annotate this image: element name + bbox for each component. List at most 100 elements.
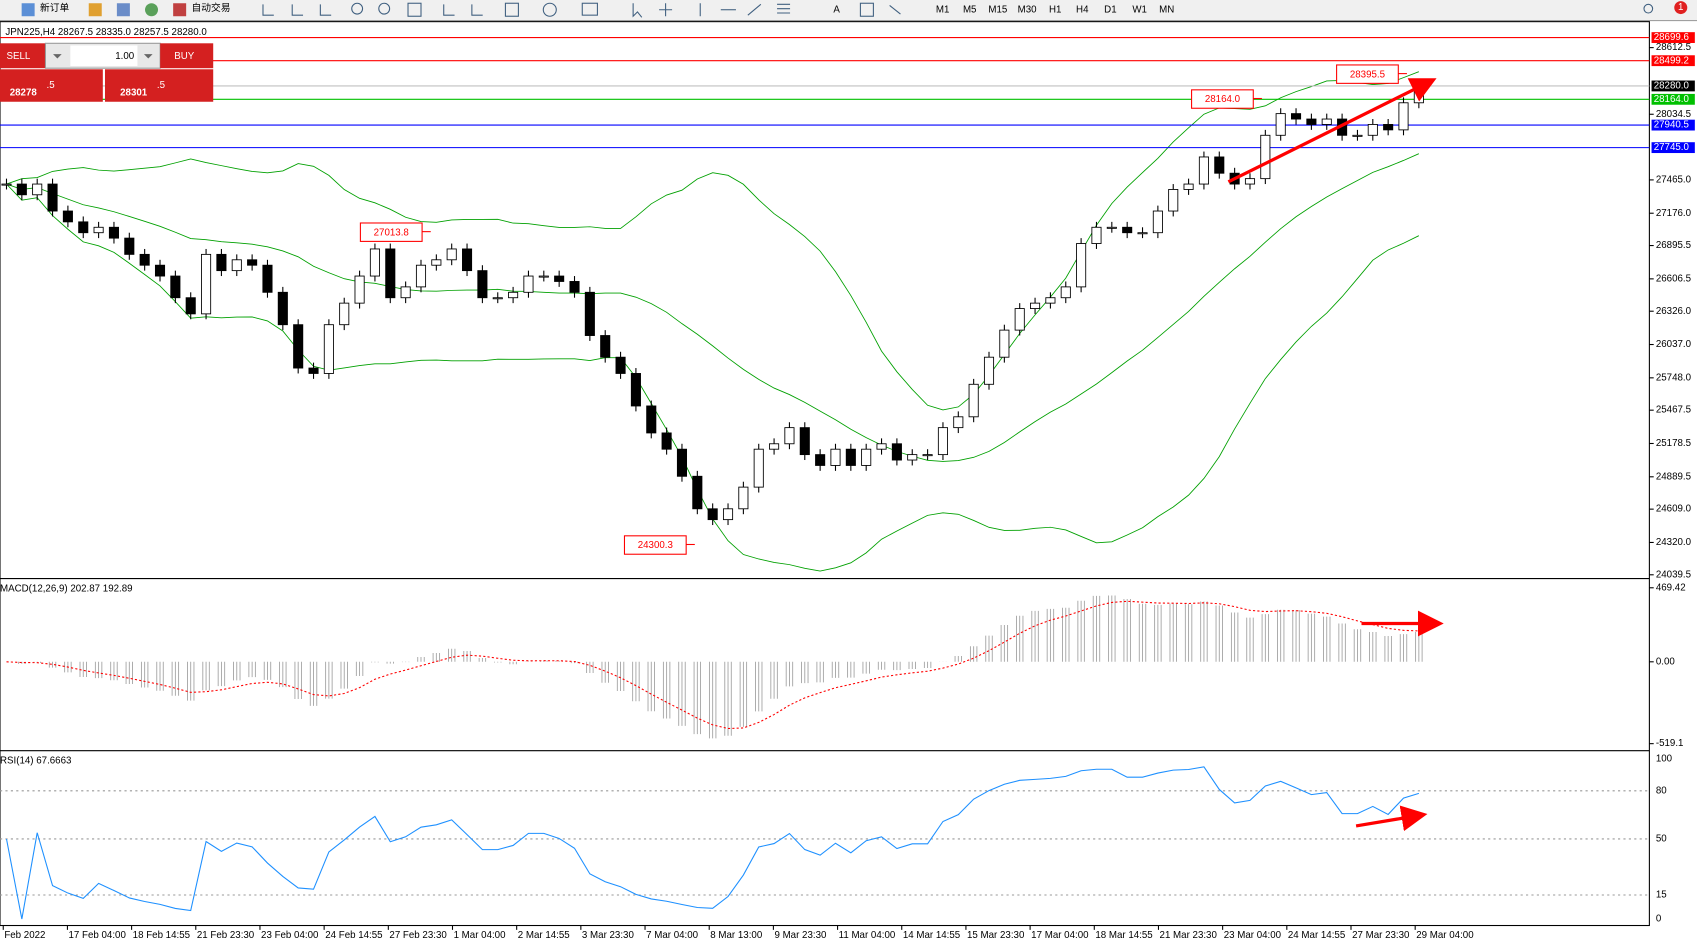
buy-button[interactable] [160, 43, 214, 69]
zoom-out[interactable] [378, 2, 391, 15]
candle [1014, 308, 1025, 331]
tool[interactable] [504, 2, 519, 17]
price-tag-label: 28499.2 [1654, 55, 1689, 66]
toolbar-icon[interactable] [88, 3, 102, 17]
timeframe-button[interactable]: H4 [1076, 4, 1089, 15]
tool[interactable] [262, 4, 274, 16]
chart-area [0, 21, 1650, 927]
sell-label[interactable]: SELL [6, 51, 30, 62]
timeframe-button[interactable]: MN [1159, 4, 1174, 15]
annotation-label: 24300.3 [638, 540, 673, 551]
text-tool[interactable] [859, 2, 874, 17]
tool[interactable] [542, 2, 557, 17]
x-tick-label: 14 Mar 14:55 [903, 930, 960, 941]
crosshair-tool[interactable] [659, 3, 673, 17]
buy-label[interactable]: BUY [174, 51, 195, 62]
toolbar-icon[interactable] [145, 3, 159, 17]
tool[interactable] [407, 2, 422, 17]
lot-value[interactable]: 1.00 [115, 51, 135, 62]
candle [47, 183, 58, 212]
candle [861, 448, 872, 466]
auto-trading-icon[interactable] [173, 3, 187, 17]
timeframe-button[interactable]: D1 [1104, 4, 1116, 15]
tool[interactable] [581, 2, 598, 16]
x-tick-label: 17 Mar 04:00 [1031, 930, 1089, 941]
candle [1030, 302, 1041, 309]
candle [707, 508, 718, 521]
shapes-tool[interactable] [889, 4, 901, 15]
toolbar-icon[interactable] [116, 3, 130, 17]
tool[interactable] [291, 4, 304, 16]
candle [78, 221, 89, 234]
new-order-icon[interactable] [21, 3, 35, 17]
candle [1214, 156, 1225, 174]
candle [1122, 226, 1133, 234]
ask-box[interactable] [104, 69, 214, 102]
tool[interactable] [319, 4, 332, 16]
annotation-box [359, 222, 423, 242]
timeframe-button[interactable]: M15 [988, 4, 1007, 15]
lot-down[interactable] [53, 54, 62, 59]
lot-up[interactable] [143, 54, 153, 59]
x-tick-label: 23 Mar 04:00 [1224, 930, 1282, 941]
bid-box[interactable] [0, 69, 103, 102]
candle [661, 432, 672, 450]
candle [231, 259, 242, 272]
label-tool[interactable]: A [833, 4, 840, 15]
zoom-in[interactable] [351, 2, 364, 15]
candle [462, 248, 473, 272]
x-tick-label: 21 Feb 23:30 [197, 930, 255, 941]
x-tick-label: 17 Feb 04:00 [69, 930, 127, 941]
x-tick-label: 8 Mar 13:00 [710, 930, 763, 941]
new-order-button[interactable]: 新订单 [40, 1, 69, 14]
candle [139, 253, 150, 266]
candle [415, 264, 427, 288]
candle [1091, 226, 1102, 244]
lot-field[interactable] [70, 45, 138, 67]
candle [876, 443, 887, 450]
one-click-panel: SELL 1.00 BUY 28278 .5 28301 .5 [0, 42, 214, 102]
candle [385, 248, 396, 299]
annotation-label: 28395.5 [1350, 69, 1385, 80]
candle [154, 264, 166, 277]
macd-signal [6, 600, 1419, 730]
timeframe-button[interactable]: W1 [1132, 4, 1147, 15]
symbol-info: JPN225,H4 28267.5 28335.0 28257.5 28280.… [5, 27, 207, 38]
macd-title: MACD(12,26,9) 202.87 192.89 [0, 583, 133, 594]
candle [1152, 210, 1163, 234]
search[interactable] [1643, 3, 1654, 14]
y-tick-label: 26606.5 [1656, 273, 1691, 284]
candle [523, 275, 534, 293]
candle [1076, 243, 1087, 288]
notification-badge[interactable] [1674, 1, 1688, 15]
ask-price: 28301 [120, 88, 148, 99]
sell-button[interactable] [0, 43, 46, 69]
candle [1260, 134, 1271, 180]
x-tick-label: 24 Feb 14:55 [325, 930, 382, 941]
trendline-tool[interactable] [747, 3, 762, 16]
fib-tool[interactable] [777, 3, 791, 14]
tool[interactable] [443, 4, 455, 16]
timeframe-bar: M1 M5 M15 M30 H1 H4 D1 W1 MN [936, 4, 1174, 15]
candle [1291, 113, 1302, 120]
timeframe-button[interactable]: M1 [936, 4, 950, 15]
annotation-box [1191, 89, 1254, 109]
tool[interactable] [471, 4, 483, 16]
bollinger-band [6, 153, 1420, 462]
cursor-tool[interactable] [632, 3, 643, 18]
bid-price: 28278 [10, 88, 38, 99]
drawn-arrows [1227, 78, 1444, 832]
timeframe-button[interactable]: M5 [963, 4, 977, 15]
timeframe-button[interactable]: M30 [1018, 4, 1038, 15]
candle [1398, 102, 1409, 131]
candle [554, 275, 565, 282]
candle [1413, 91, 1424, 104]
candle [1168, 189, 1179, 212]
auto-trading-button[interactable]: 自动交易 [192, 1, 231, 14]
timeframe-button[interactable]: H1 [1049, 4, 1061, 15]
candle [477, 270, 488, 299]
axes: 28612.5 28034.5 27465.0 27176.0 26895.5 26606… [2, 32, 1695, 941]
candle [738, 486, 749, 510]
candle [1, 183, 12, 186]
